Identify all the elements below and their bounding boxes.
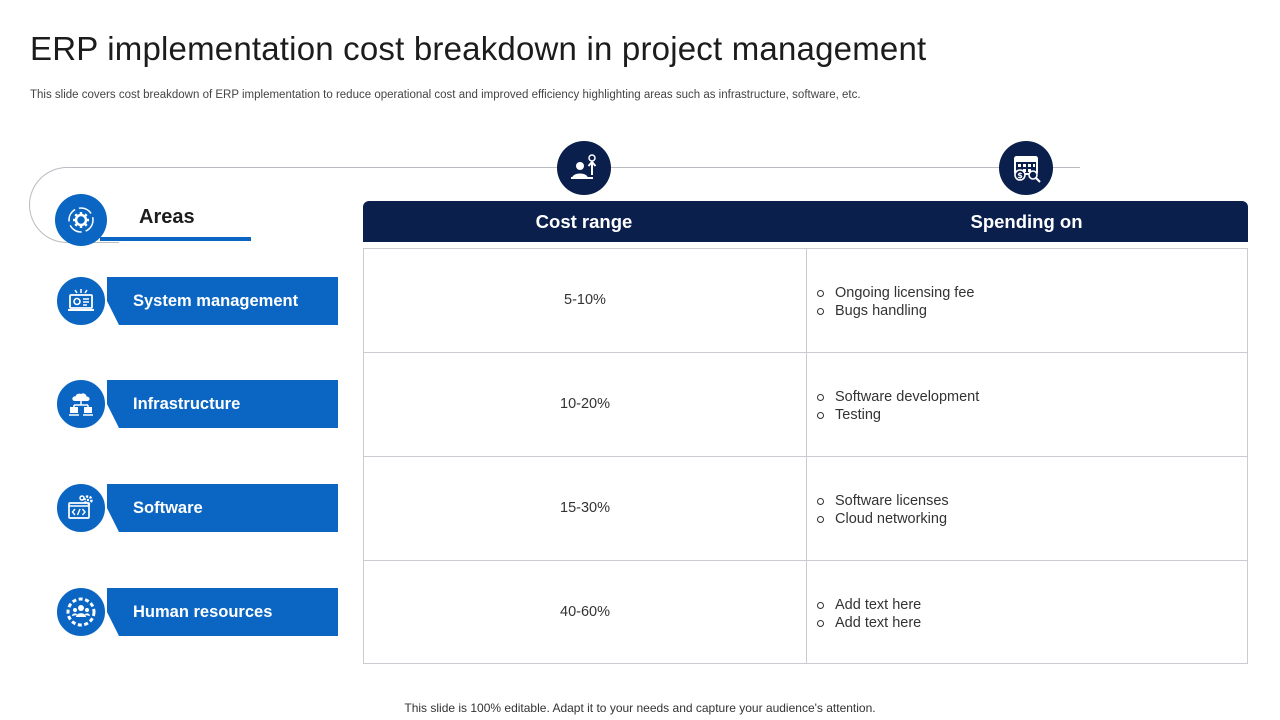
cost-header-badge: [557, 141, 611, 195]
spending-list: Add text here Add text here: [816, 596, 1236, 632]
spending-text: Add text here: [835, 597, 922, 613]
area-label-bar: [107, 588, 338, 636]
area-item-infrastructure: Infrastructure: [55, 378, 340, 430]
cost-range-cell: 15-30%: [560, 500, 610, 516]
bullet-icon: [817, 411, 824, 419]
cost-range-cell: 5-10%: [564, 292, 606, 308]
spending-list: Software development Testing: [816, 388, 1236, 424]
cost-table: 5-10% Ongoing licensing fee Bugs handlin…: [363, 248, 1248, 664]
system-monitor-icon: [68, 289, 94, 311]
bullet-icon: [817, 601, 824, 609]
area-icon-badge: [55, 378, 107, 430]
list-item: Add text here: [816, 614, 1236, 632]
list-item: Software licenses: [816, 492, 1236, 510]
cost-range-header: Cost range: [535, 211, 633, 232]
svg-text:$: $: [1017, 171, 1023, 180]
areas-heading: Areas: [139, 206, 195, 228]
spending-list: Ongoing licensing fee Bugs handling: [816, 284, 1236, 320]
cost-range-cell: 10-20%: [560, 396, 610, 412]
spending-on-header: Spending on: [970, 211, 1083, 232]
slide-footer: This slide is 100% editable. Adapt it to…: [404, 701, 876, 715]
bullet-icon: [817, 497, 824, 505]
area-item-system-management: System management: [55, 275, 340, 327]
area-icon-badge: [55, 586, 107, 638]
area-label: System management: [133, 292, 299, 310]
spending-text: Software development: [835, 389, 980, 405]
column-divider: [806, 249, 807, 663]
list-item: Add text here: [816, 596, 1236, 614]
spending-header-badge: $: [999, 141, 1053, 195]
spending-text: Testing: [835, 407, 881, 423]
area-label: Human resources: [133, 603, 273, 621]
spending-list: Software licenses Cloud networking: [816, 492, 1236, 528]
area-label-bar: [107, 484, 338, 532]
spending-text: Cloud networking: [835, 511, 948, 527]
calendar-search-icon: $: [1014, 156, 1041, 183]
team-gear-icon: [66, 597, 96, 627]
table-row: 15-30% Software licenses Cloud networkin…: [364, 457, 1247, 561]
list-item: Software development: [816, 388, 1236, 406]
bullet-icon: [817, 515, 824, 523]
areas-badge: [55, 194, 107, 246]
slide-subtitle: This slide covers cost breakdown of ERP …: [30, 89, 861, 101]
slide-title: ERP implementation cost breakdown in pro…: [30, 30, 927, 67]
table-row: 10-20% Software development Testing: [364, 353, 1247, 457]
area-icon-badge: [55, 482, 107, 534]
spending-text: Add text here: [835, 615, 922, 631]
area-icon-badge: [55, 275, 107, 327]
list-item: Bugs handling: [816, 302, 1236, 320]
area-label-bar: [107, 380, 338, 428]
cost-growth-icon: [571, 154, 597, 179]
area-item-human-resources: Human resources: [55, 586, 340, 638]
spending-text: Software licenses: [835, 493, 949, 509]
area-label: Infrastructure: [133, 395, 241, 413]
area-label: Software: [133, 499, 203, 517]
cost-range-cell: 40-60%: [560, 604, 610, 620]
area-item-software: Software: [55, 482, 340, 534]
table-row: 5-10% Ongoing licensing fee Bugs handlin…: [364, 249, 1247, 353]
list-item: Testing: [816, 406, 1236, 424]
bullet-icon: [817, 289, 824, 297]
network-cloud-icon: [69, 393, 93, 416]
spending-text: Ongoing licensing fee: [835, 285, 975, 301]
code-settings-icon: [68, 495, 93, 519]
list-item: Cloud networking: [816, 510, 1236, 528]
bullet-icon: [817, 307, 824, 315]
table-row: 40-60% Add text here Add text here: [364, 561, 1247, 665]
areas-underline: [100, 237, 251, 241]
list-item: Ongoing licensing fee: [816, 284, 1236, 302]
area-label-bar: [107, 277, 338, 325]
spending-text: Bugs handling: [835, 303, 927, 319]
bullet-icon: [817, 393, 824, 401]
bullet-icon: [817, 619, 824, 627]
gear-target-icon: [68, 207, 94, 233]
table-header: Cost range Spending on: [363, 201, 1248, 242]
